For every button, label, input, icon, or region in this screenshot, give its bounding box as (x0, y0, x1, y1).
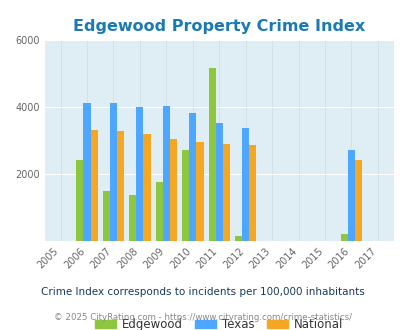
Bar (340, 234, 347, 241)
Bar (354, 160, 361, 241)
Bar (215, 123, 222, 241)
Bar (241, 127, 249, 241)
Bar (110, 103, 117, 241)
Text: © 2025 CityRating.com - https://www.cityrating.com/crime-statistics/: © 2025 CityRating.com - https://www.city… (54, 313, 351, 322)
Bar (90, 130, 98, 241)
Bar (169, 139, 177, 241)
Bar (117, 131, 124, 241)
Bar (208, 68, 215, 241)
Bar (249, 145, 256, 241)
Bar (222, 144, 229, 241)
Bar (181, 150, 189, 241)
Bar (129, 195, 136, 241)
Bar (347, 150, 354, 241)
Bar (102, 191, 110, 241)
Bar (234, 236, 241, 241)
Bar (189, 114, 196, 241)
Bar (155, 182, 162, 241)
Bar (196, 142, 203, 241)
Bar (162, 106, 169, 241)
Text: Crime Index corresponds to incidents per 100,000 inhabitants: Crime Index corresponds to incidents per… (41, 287, 364, 297)
Bar (76, 160, 83, 241)
Bar (143, 134, 150, 241)
Legend: Edgewood, Texas, National: Edgewood, Texas, National (90, 313, 347, 330)
Bar (136, 107, 143, 241)
Title: Edgewood Property Crime Index: Edgewood Property Crime Index (73, 19, 364, 34)
Bar (83, 103, 90, 241)
